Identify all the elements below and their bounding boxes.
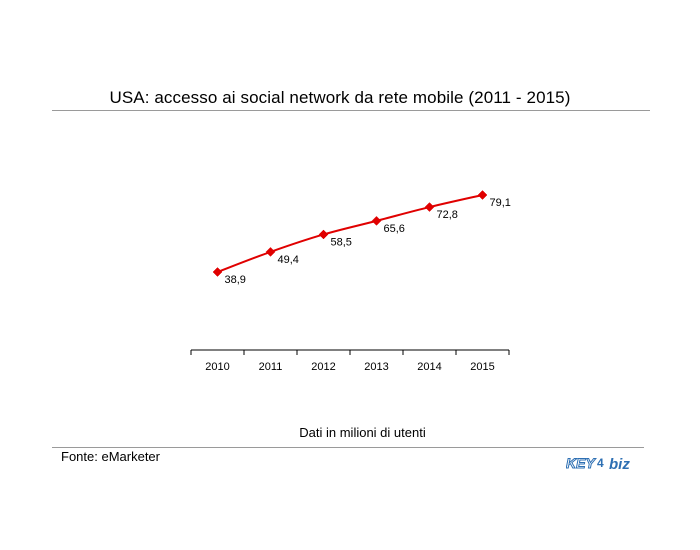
data-label: 38,9 (225, 274, 246, 286)
data-label: 79,1 (490, 197, 511, 209)
data-point-marker (212, 267, 223, 277)
data-point-marker (265, 247, 276, 257)
x-tick-label: 2012 (311, 361, 335, 373)
title-divider (52, 110, 650, 111)
x-tick-label: 2013 (364, 361, 388, 373)
data-label: 65,6 (384, 223, 405, 235)
svg-text:4: 4 (597, 456, 604, 470)
chart-title: USA: accesso ai social network da rete m… (109, 88, 571, 107)
x-tick-label: 2015 (470, 361, 494, 373)
data-label: 72,8 (437, 209, 458, 221)
units-note: Dati in milioni di utenti (299, 425, 426, 440)
data-point-marker (477, 190, 488, 200)
footer-divider (52, 447, 644, 448)
x-tick-label: 2014 (417, 361, 441, 373)
x-tick-label: 2010 (205, 361, 229, 373)
key4biz-logo: KEY 4 biz (566, 455, 630, 474)
series-line (217, 194, 483, 273)
data-label: 58,5 (331, 236, 352, 248)
source-label: Fonte: eMarketer (61, 449, 160, 464)
data-point-marker (318, 229, 329, 240)
svg-text:biz: biz (609, 456, 630, 473)
data-point-marker (371, 216, 382, 226)
data-point-marker (424, 202, 435, 212)
data-label: 49,4 (278, 254, 299, 266)
svg-text:KEY: KEY (566, 455, 596, 471)
x-tick-label: 2011 (259, 361, 283, 373)
